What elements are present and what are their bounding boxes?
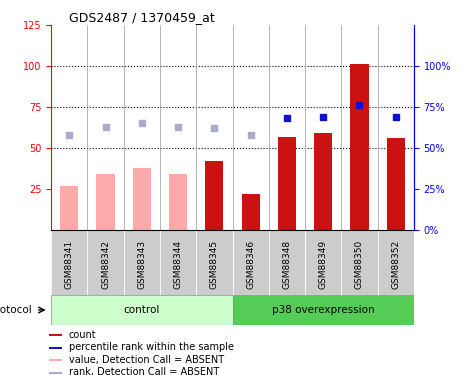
Text: count: count xyxy=(69,330,96,340)
Bar xyxy=(160,230,196,295)
Bar xyxy=(205,161,223,230)
Text: GSM88345: GSM88345 xyxy=(210,240,219,289)
Bar xyxy=(314,133,332,230)
Text: p38 overexpression: p38 overexpression xyxy=(272,305,374,315)
Bar xyxy=(196,230,232,295)
Bar xyxy=(341,230,378,295)
Bar xyxy=(124,230,160,295)
Bar xyxy=(49,346,62,348)
Bar xyxy=(51,230,87,295)
Text: GSM88346: GSM88346 xyxy=(246,240,255,289)
Bar xyxy=(49,359,62,361)
Text: rank, Detection Call = ABSENT: rank, Detection Call = ABSENT xyxy=(69,368,219,375)
Text: GSM88342: GSM88342 xyxy=(101,240,110,289)
Bar xyxy=(242,194,259,230)
Bar xyxy=(278,136,296,230)
Text: GSM88343: GSM88343 xyxy=(137,240,146,289)
Bar xyxy=(96,174,114,230)
Bar xyxy=(60,186,78,230)
Text: GSM88350: GSM88350 xyxy=(355,240,364,289)
Bar xyxy=(49,372,62,374)
Text: GSM88344: GSM88344 xyxy=(173,240,183,289)
Text: GDS2487 / 1370459_at: GDS2487 / 1370459_at xyxy=(69,11,215,24)
Bar xyxy=(232,230,269,295)
Text: GSM88349: GSM88349 xyxy=(319,240,328,289)
Bar xyxy=(51,295,232,325)
Bar xyxy=(133,168,151,230)
Text: GSM88348: GSM88348 xyxy=(282,240,292,289)
Bar xyxy=(232,295,414,325)
Bar xyxy=(305,230,341,295)
Text: protocol: protocol xyxy=(0,305,32,315)
Text: value, Detection Call = ABSENT: value, Detection Call = ABSENT xyxy=(69,355,224,365)
Bar xyxy=(378,230,414,295)
Bar xyxy=(49,334,62,336)
Bar xyxy=(269,230,305,295)
Text: percentile rank within the sample: percentile rank within the sample xyxy=(69,342,233,352)
Text: GSM88352: GSM88352 xyxy=(391,240,400,289)
Text: control: control xyxy=(124,305,160,315)
Bar xyxy=(169,174,187,230)
Bar xyxy=(386,138,405,230)
Text: GSM88341: GSM88341 xyxy=(65,240,74,289)
Bar xyxy=(87,230,124,295)
Bar xyxy=(351,64,368,230)
